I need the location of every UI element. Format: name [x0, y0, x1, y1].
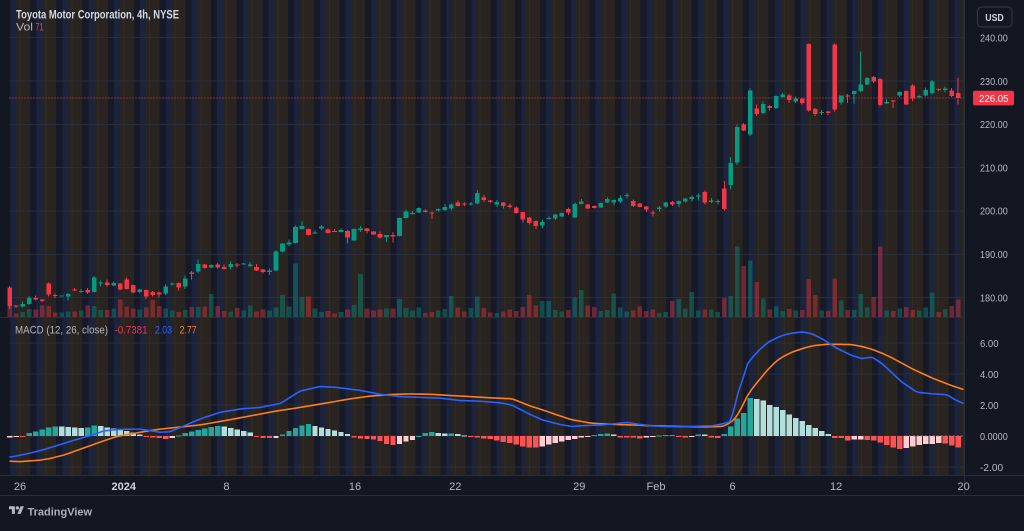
svg-text:230.00: 230.00 — [980, 76, 1008, 88]
svg-text:Feb: Feb — [647, 481, 666, 493]
svg-text:2.77: 2.77 — [180, 325, 197, 337]
svg-text:26: 26 — [14, 481, 26, 493]
svg-text:29: 29 — [573, 481, 585, 493]
svg-text:-2.00: -2.00 — [980, 462, 1003, 474]
svg-text:16: 16 — [349, 481, 361, 493]
svg-text:0.0000: 0.0000 — [980, 431, 1008, 443]
svg-text:6: 6 — [729, 481, 735, 493]
svg-text:200.00: 200.00 — [980, 206, 1008, 218]
svg-text:6.00: 6.00 — [980, 338, 999, 350]
svg-text:190.00: 190.00 — [980, 249, 1008, 261]
svg-text:2.03: 2.03 — [155, 325, 172, 337]
svg-text:-0.7381: -0.7381 — [115, 325, 148, 337]
svg-text:22: 22 — [449, 481, 461, 493]
svg-text:71: 71 — [35, 22, 44, 34]
svg-text:TradingView: TradingView — [28, 507, 93, 519]
svg-text:2.00: 2.00 — [980, 400, 999, 412]
svg-text:USD: USD — [985, 12, 1004, 24]
svg-text:220.00: 220.00 — [980, 119, 1008, 131]
svg-text:210.00: 210.00 — [980, 162, 1008, 174]
svg-text:20: 20 — [957, 481, 969, 493]
svg-text:Toyota Motor Corporation, 4h,: Toyota Motor Corporation, 4h, NYSE — [16, 10, 179, 22]
svg-text:8: 8 — [223, 481, 229, 493]
svg-text:12: 12 — [830, 481, 842, 493]
svg-text:180.00: 180.00 — [980, 292, 1008, 304]
svg-text:240.00: 240.00 — [980, 33, 1008, 45]
svg-text:MACD (12, 26, close): MACD (12, 26, close) — [15, 325, 108, 337]
svg-text:4.00: 4.00 — [980, 369, 999, 381]
svg-text:2024: 2024 — [112, 481, 137, 493]
svg-text:226.05: 226.05 — [979, 93, 1009, 105]
svg-text:Vol: Vol — [16, 22, 33, 34]
